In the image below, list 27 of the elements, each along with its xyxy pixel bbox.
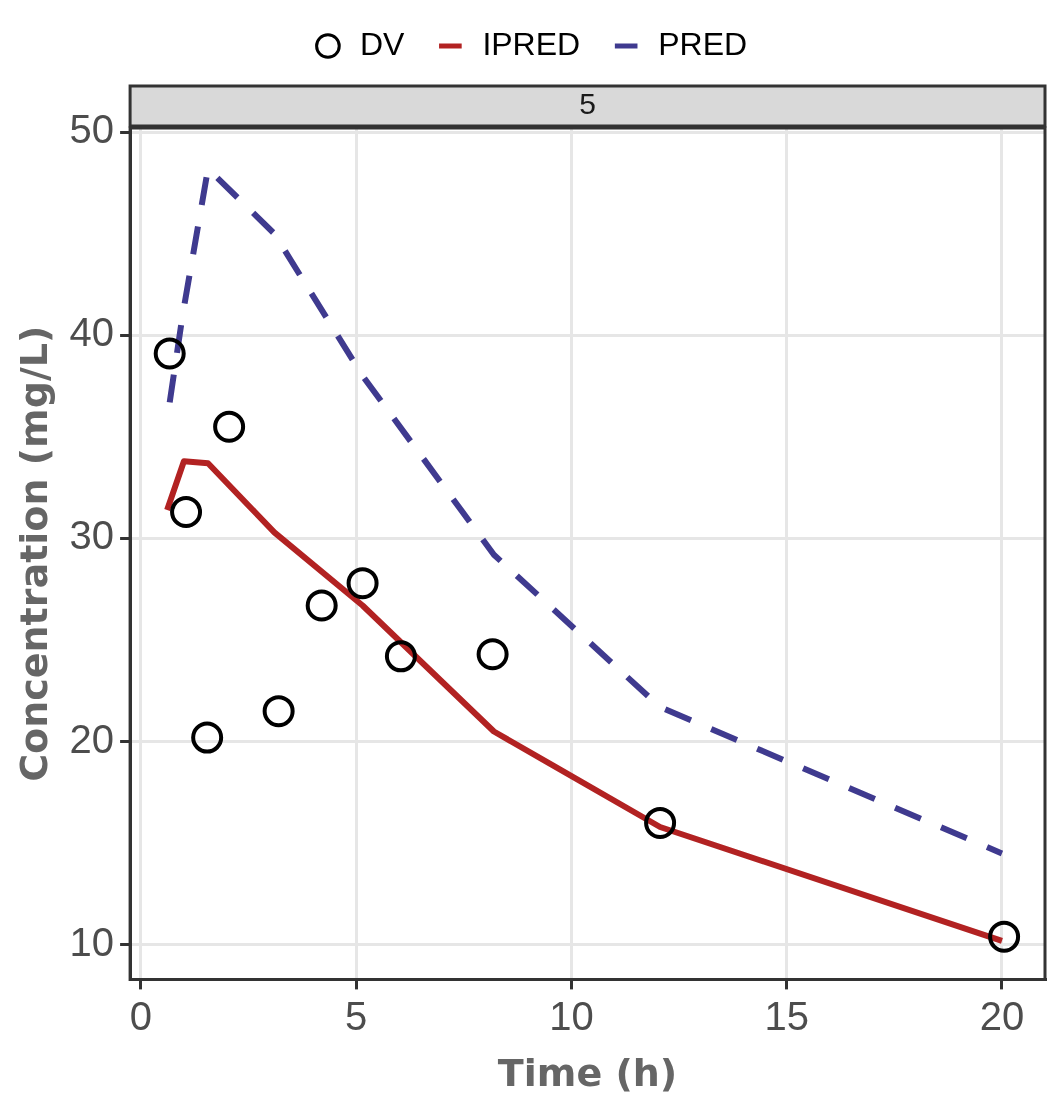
x-tick-label: 20 [979, 994, 1025, 1039]
point [153, 337, 186, 370]
x-axis-title: Time (h) [497, 1051, 678, 1096]
y-tick-label: 50 [69, 107, 115, 152]
point [262, 695, 295, 728]
y-tick-label: 40 [69, 310, 115, 355]
point [305, 589, 338, 622]
y-axis-title: Concentration (mg/L) [11, 325, 56, 782]
point [213, 410, 246, 443]
x-tick-label: 10 [549, 994, 594, 1039]
point [644, 806, 677, 839]
legend-label: DV [359, 25, 406, 62]
x-tick-label: 15 [764, 994, 809, 1039]
chart-title: 5 [579, 87, 596, 121]
point [346, 567, 379, 600]
y-tick-label: 10 [69, 919, 115, 964]
legend-label: IPRED [482, 25, 581, 62]
x-tick-label: 5 [345, 994, 368, 1039]
legend-label: PRED [658, 25, 748, 62]
point [476, 638, 509, 671]
point [988, 920, 1021, 953]
y-tick-label: 20 [69, 716, 115, 761]
point [170, 496, 203, 529]
x-tick-label: 0 [129, 994, 152, 1039]
point [191, 721, 224, 754]
point [384, 640, 417, 673]
y-tick-label: 30 [69, 513, 115, 558]
